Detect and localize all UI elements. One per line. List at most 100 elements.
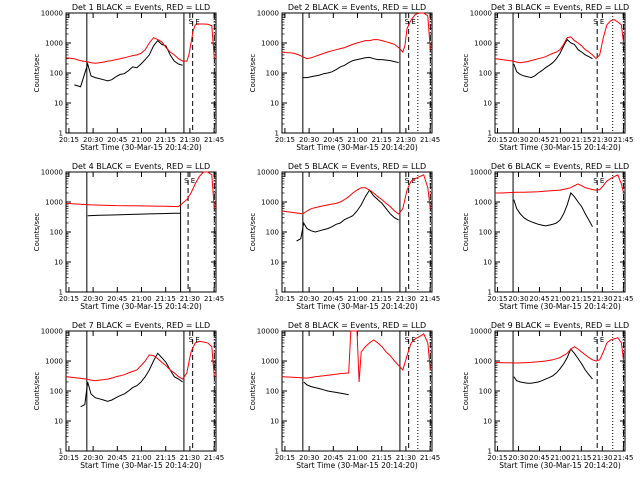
y-tick-label: 1000 (261, 199, 279, 207)
series-line-lld (495, 174, 625, 194)
plot-frame (65, 330, 217, 452)
series-line-events (513, 38, 593, 79)
y-tick-label: 10 (54, 100, 63, 108)
y-tick-label: 1000 (45, 199, 63, 207)
x-tick-label: 21:15 (156, 454, 176, 462)
y-axis-label: Counts/sec (33, 213, 41, 252)
x-tick-label: 20:30 (299, 454, 319, 462)
series-line-events (303, 381, 349, 396)
x-axis-label: Start Time (30-Mar-15 20:14:20) (499, 302, 621, 311)
segment-label: S E (405, 177, 416, 185)
chart-title: Det 5 BLACK = Events, RED = LLD (288, 162, 426, 171)
chart-panel-4: Det 4 BLACK = Events, RED = LLD 1 10 100 100… (33, 162, 224, 311)
series-line-events (513, 192, 593, 227)
x-tick-label: 20:15 (487, 295, 507, 303)
chart-title: Det 6 BLACK = Events, RED = LLD (491, 162, 629, 171)
series-line-events (87, 212, 181, 217)
series-line-lld (494, 19, 625, 64)
y-tick-label: 1000 (474, 358, 492, 366)
plot-frame (281, 12, 433, 134)
x-tick-label: 20:45 (107, 295, 127, 303)
y-tick-label: 10 (54, 259, 63, 267)
x-tick-label: 20:15 (487, 136, 507, 144)
plot-frame (65, 171, 217, 293)
x-tick-label: 20:45 (323, 136, 343, 144)
y-tick-label: 10 (483, 418, 492, 426)
chart-title: Det 1 BLACK = Events, RED = LLD (72, 3, 210, 12)
series-line-events (74, 39, 183, 88)
x-tick-label: 21:15 (372, 136, 392, 144)
x-tick-label: 21:30 (180, 454, 200, 462)
x-axis-label: Start Time (30-Mar-15 20:14:20) (499, 143, 621, 152)
x-tick-label: 20:15 (59, 136, 79, 144)
chart-panel-5: Det 5 BLACK = Events, RED = LLD 1 10 100 100… (249, 162, 440, 311)
chart-title: Det 4 BLACK = Events, RED = LLD (72, 162, 210, 171)
y-tick-label: 1000 (474, 40, 492, 48)
x-tick-label: 20:30 (83, 454, 103, 462)
y-axis-label: Counts/sec (249, 54, 257, 93)
x-tick-label: 21:00 (131, 136, 151, 144)
x-tick-label: 21:15 (571, 295, 591, 303)
x-tick-label: 21:00 (347, 454, 367, 462)
x-tick-label: 20:45 (323, 454, 343, 462)
y-tick-label: 1 (488, 130, 492, 138)
x-tick-label: 21:15 (156, 295, 176, 303)
chart-panel-6: Det 6 BLACK = Events, RED = LLD 1 10 100 100… (462, 162, 633, 311)
y-tick-label: 10000 (470, 328, 492, 336)
y-tick-label: 10000 (470, 169, 492, 177)
x-tick-label: 20:45 (529, 295, 549, 303)
y-tick-label: 1000 (261, 40, 279, 48)
y-tick-label: 1 (59, 289, 63, 297)
y-tick-label: 1 (275, 289, 279, 297)
chart-panel-7: Det 7 BLACK = Events, RED = LLD 1 10 100 100… (33, 321, 224, 470)
x-tick-label: 21:45 (420, 136, 440, 144)
y-tick-label: 100 (266, 229, 279, 237)
x-tick-label: 21:30 (592, 454, 612, 462)
x-tick-label: 21:15 (372, 454, 392, 462)
y-axis-label: Counts/sec (249, 213, 257, 252)
series-line-lld (494, 337, 625, 364)
y-tick-label: 1 (59, 130, 63, 138)
y-tick-label: 1000 (45, 40, 63, 48)
segment-label: S E (405, 336, 416, 344)
chart-panel-8: Det 8 BLACK = Events, RED = LLD 1 10 100 100… (249, 321, 440, 470)
x-tick-label: 21:15 (571, 454, 591, 462)
x-tick-label: 20:45 (107, 136, 127, 144)
y-tick-label: 10000 (257, 328, 279, 336)
y-tick-label: 100 (479, 388, 492, 396)
y-tick-label: 100 (50, 229, 63, 237)
y-tick-label: 10 (483, 100, 492, 108)
series-line-lld (281, 330, 431, 383)
y-tick-label: 10 (54, 418, 63, 426)
x-tick-label: 21:15 (372, 295, 392, 303)
y-tick-label: 10000 (257, 10, 279, 18)
chart-panel-2: Det 2 BLACK = Events, RED = LLD 1 10 100 100… (249, 3, 440, 152)
x-tick-label: 21:45 (204, 454, 224, 462)
y-tick-label: 100 (266, 388, 279, 396)
y-tick-label: 1 (488, 448, 492, 456)
chart-title: Det 2 BLACK = Events, RED = LLD (288, 3, 426, 12)
series-line-lld (281, 174, 431, 215)
segment-label: S E (593, 18, 604, 26)
x-axis-label: Start Time (30-Mar-15 20:14:20) (80, 461, 202, 470)
series-line-events (302, 56, 399, 79)
x-tick-label: 20:45 (529, 454, 549, 462)
y-axis-label: Counts/sec (462, 372, 470, 411)
series-line-events (80, 352, 183, 408)
y-tick-label: 1000 (474, 199, 492, 207)
x-tick-label: 20:30 (508, 295, 528, 303)
x-axis-label: Start Time (30-Mar-15 20:14:20) (296, 302, 418, 311)
y-tick-label: 100 (50, 388, 63, 396)
x-tick-label: 20:45 (107, 454, 127, 462)
x-tick-label: 21:00 (550, 454, 570, 462)
y-axis-label: Counts/sec (462, 54, 470, 93)
x-tick-label: 21:45 (204, 136, 224, 144)
chart-panel-3: Det 3 BLACK = Events, RED = LLD 1 10 100 100… (462, 3, 633, 152)
y-tick-label: 100 (479, 229, 492, 237)
x-tick-label: 21:00 (131, 454, 151, 462)
x-tick-label: 20:30 (299, 295, 319, 303)
x-tick-label: 20:30 (508, 454, 528, 462)
x-tick-label: 21:15 (156, 136, 176, 144)
x-tick-label: 21:30 (396, 454, 416, 462)
